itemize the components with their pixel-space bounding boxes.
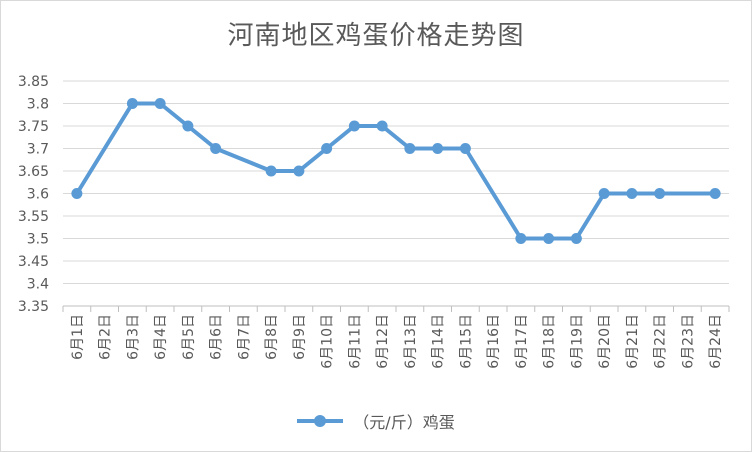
legend-swatch xyxy=(297,415,344,427)
x-tick-label: 6月1日 xyxy=(70,314,86,360)
x-tick-label: 6月19日 xyxy=(569,314,585,369)
x-tick-label: 6月20日 xyxy=(597,314,613,369)
data-point xyxy=(515,233,527,244)
y-tick-label: 3.4 xyxy=(27,277,49,293)
x-tick-label: 6月11日 xyxy=(347,314,363,369)
legend-label: （元/斤）鸡蛋 xyxy=(353,413,455,432)
data-point xyxy=(71,188,83,199)
y-tick-label: 3.5 xyxy=(27,232,49,248)
y-tick-label: 3.75 xyxy=(18,119,49,135)
y-tick-label: 3.6 xyxy=(27,187,49,203)
data-point xyxy=(654,188,666,199)
y-tick-labels: 3.35 3.4 3.45 3.5 3.55 3.6 3.65 3.7 3.75 3.8 3.85 xyxy=(18,74,49,315)
x-tick-label: 6月17日 xyxy=(514,314,530,369)
x-tick-label: 6月24日 xyxy=(708,314,724,369)
data-point xyxy=(210,143,222,154)
y-tick-label: 3.45 xyxy=(18,254,49,270)
data-point xyxy=(348,120,360,132)
x-tick-label: 6月8日 xyxy=(264,314,280,360)
series-layer xyxy=(71,98,721,244)
x-tick-label: 6月3日 xyxy=(125,314,141,360)
data-point xyxy=(570,233,582,244)
x-tick-label: 6月13日 xyxy=(403,314,419,369)
legend: （元/斤）鸡蛋 xyxy=(1,409,751,433)
data-point xyxy=(182,120,194,132)
y-tick-label: 3.85 xyxy=(18,74,49,90)
x-tick-label: 6月5日 xyxy=(181,314,197,360)
data-point xyxy=(404,143,416,154)
x-tick-label: 6月2日 xyxy=(98,314,114,360)
x-tick-label: 6月23日 xyxy=(680,314,696,369)
data-point xyxy=(321,143,333,154)
x-tick-label: 6月18日 xyxy=(542,314,558,369)
series-line xyxy=(75,101,716,241)
data-point xyxy=(459,143,471,154)
data-point xyxy=(265,165,277,177)
x-tick-label: 6月16日 xyxy=(486,314,502,369)
data-point xyxy=(376,120,388,132)
x-tick-label: 6月6日 xyxy=(209,314,225,360)
data-point xyxy=(598,188,610,199)
y-tick-label: 3.55 xyxy=(18,209,49,225)
x-tick-labels: 6月1日 6月2日 6月3日 6月4日 6月5日 6月6日 6月7日 6月8日 6月9日 6月10… xyxy=(70,314,724,369)
data-point xyxy=(709,188,721,199)
x-tick-label: 6月15日 xyxy=(458,314,474,369)
x-tick-label: 6月14日 xyxy=(431,314,447,369)
x-tick-label: 6月21日 xyxy=(625,314,641,369)
chart-title: 河南地区鸡蛋价格走势图 xyxy=(227,21,525,51)
x-tick-label: 6月22日 xyxy=(653,314,669,369)
data-point xyxy=(626,188,638,199)
data-point xyxy=(293,165,305,177)
grid-layer xyxy=(62,80,730,312)
y-tick-label: 3.35 xyxy=(18,299,49,315)
y-tick-label: 3.8 xyxy=(27,97,49,113)
x-tick-label: 6月10日 xyxy=(320,314,336,369)
data-point xyxy=(126,98,138,109)
data-point xyxy=(543,233,555,244)
data-point xyxy=(432,143,444,154)
x-tick-label: 6月9日 xyxy=(292,314,308,360)
y-tick-label: 3.7 xyxy=(27,142,49,158)
x-tick-label: 6月12日 xyxy=(375,314,391,369)
data-point xyxy=(154,98,166,109)
y-tick-label: 3.65 xyxy=(18,164,49,180)
x-tick-label: 6月7日 xyxy=(236,314,252,360)
x-tick-label: 6月4日 xyxy=(153,314,169,360)
